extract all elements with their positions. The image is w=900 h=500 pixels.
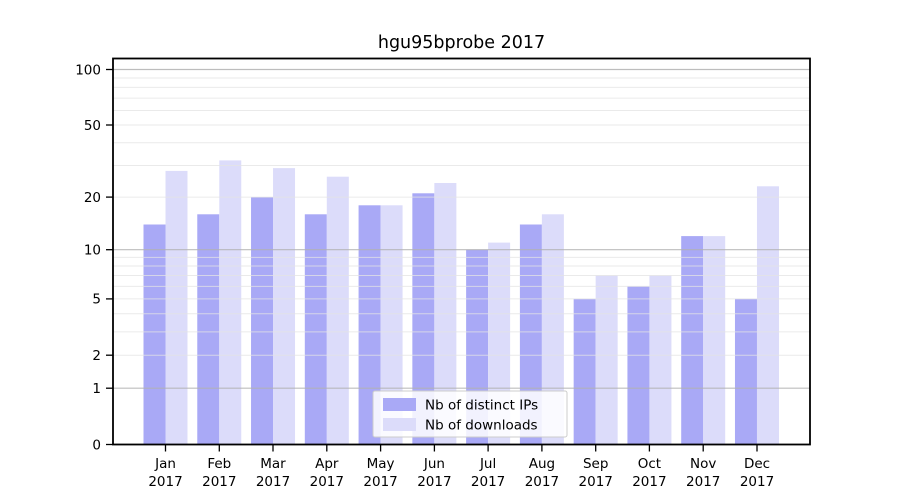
y-tick-label: 100	[75, 62, 101, 78]
legend-label: Nb of downloads	[425, 418, 538, 434]
bar-mar-downloads	[273, 168, 296, 445]
x-tick-label-year: 2017	[310, 474, 344, 490]
bar-sep-downloads	[595, 275, 618, 445]
x-tick-label-month: Dec	[744, 456, 770, 472]
x-tick-label-month: Oct	[638, 456, 661, 472]
bar-apr-downloads	[326, 176, 349, 445]
x-tick-label-year: 2017	[740, 474, 774, 490]
bar-feb-downloads	[219, 160, 242, 445]
y-tick-label: 20	[84, 190, 101, 206]
y-tick-label: 5	[92, 292, 101, 308]
bar-apr-ips	[304, 214, 327, 445]
bar-mar-ips	[251, 197, 274, 445]
x-tick-label-month: May	[367, 456, 395, 472]
bar-nov-downloads	[703, 236, 726, 445]
legend-box	[372, 390, 568, 438]
x-tick-label-year: 2017	[417, 474, 451, 490]
bar-feb-ips	[197, 214, 220, 445]
x-tick-label-month: Nov	[690, 456, 716, 472]
bar-sep-ips	[573, 298, 596, 445]
bar-nov-ips	[681, 236, 704, 445]
legend-swatch-ips	[383, 398, 416, 411]
bar-oct-ips	[627, 286, 650, 445]
x-tick-label-month: Jul	[479, 456, 496, 472]
x-tick-label-month: Jan	[154, 456, 176, 472]
bar-jan-ips	[143, 224, 166, 445]
bar-dec-ips	[734, 298, 757, 445]
y-tick-label: 1	[92, 381, 101, 397]
x-tick-label-year: 2017	[471, 474, 505, 490]
x-tick-label-year: 2017	[202, 474, 236, 490]
bar-aug-ips	[519, 224, 542, 445]
legend-label: Nb of distinct IPs	[425, 398, 538, 414]
x-tick-label-year: 2017	[632, 474, 666, 490]
bar-jan-downloads	[165, 170, 188, 445]
plot-frame	[112, 57, 811, 446]
x-tick-label-year: 2017	[363, 474, 397, 490]
x-tick-label-year: 2017	[686, 474, 720, 490]
bar-may-ips	[358, 205, 381, 445]
bar-oct-downloads	[649, 275, 672, 445]
y-tick-label: 50	[84, 118, 101, 134]
y-tick-label: 10	[84, 243, 101, 259]
x-tick-label-year: 2017	[148, 474, 182, 490]
x-tick-label-year: 2017	[579, 474, 613, 490]
x-tick-label-month: Jun	[423, 456, 445, 472]
x-tick-label-month: Aug	[529, 456, 555, 472]
y-tick-label: 0	[92, 437, 101, 453]
bar-jun-ips	[412, 193, 435, 445]
x-tick-label-month: Mar	[260, 456, 286, 472]
x-tick-label-month: Sep	[583, 456, 608, 472]
chart-title: hgu95bprobe 2017	[377, 33, 546, 53]
y-tick-label: 2	[92, 348, 101, 364]
x-tick-label-year: 2017	[256, 474, 290, 490]
bar-dec-downloads	[756, 186, 779, 445]
x-tick-label-year: 2017	[525, 474, 559, 490]
bar-may-downloads	[380, 205, 403, 445]
x-tick-label-month: Apr	[315, 456, 339, 472]
legend-swatch-downloads	[383, 418, 416, 431]
x-tick-label-month: Feb	[207, 456, 231, 472]
bar-aug-downloads	[541, 214, 564, 445]
